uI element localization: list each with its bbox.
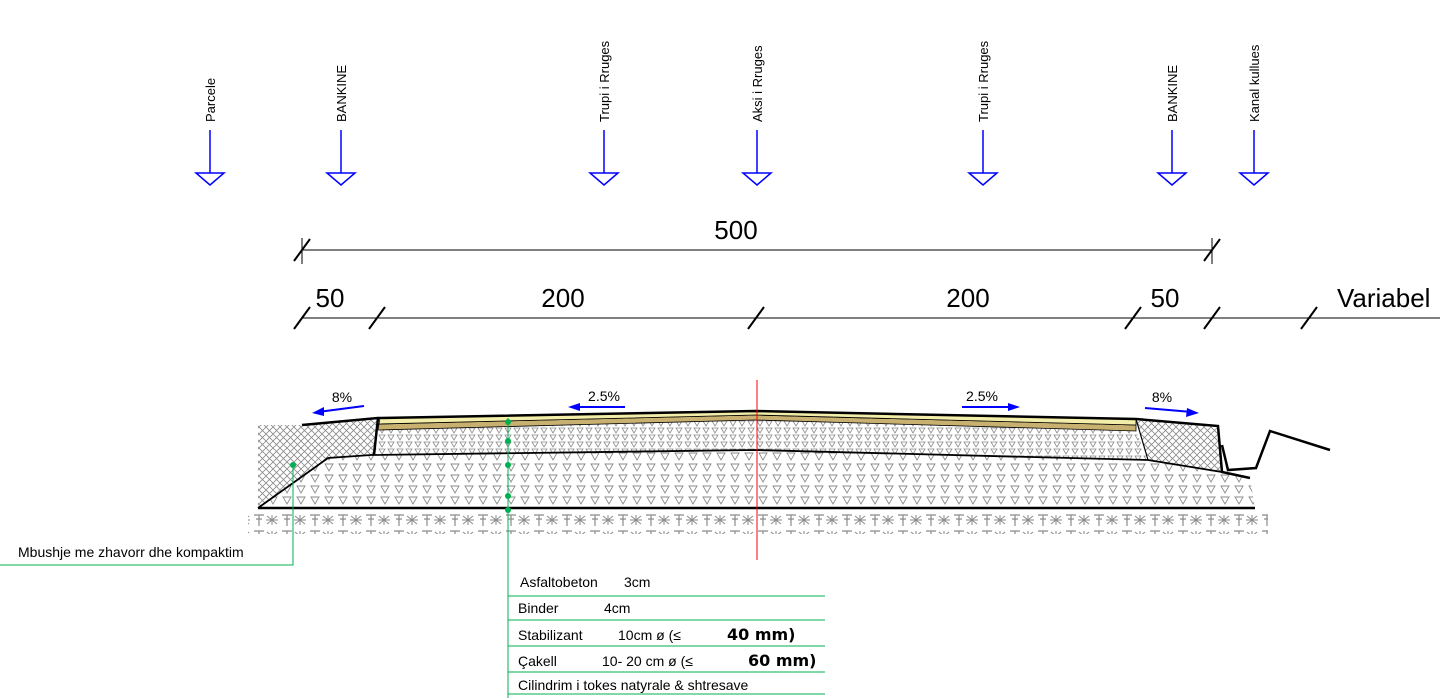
slope-indicators: 8% 2.5% 2.5% 8% (312, 388, 1199, 417)
arrow-right-icon (1186, 408, 1199, 417)
layer-spec: 3cm (624, 574, 650, 590)
natural-soil (248, 514, 1268, 534)
segment-dimension-label: 50 (316, 283, 345, 313)
fill-callout-label: Mbushje me zhavorr dhe kompaktim (18, 544, 244, 560)
segment-dimension-label: 200 (541, 283, 584, 313)
total-dimension: 500 (293, 215, 1221, 264)
triangle-down-icon (740, 172, 774, 186)
slope-indicator-right-lane: 2.5% (962, 388, 1020, 411)
legend-row: Çakell 10- 20 cm ø (≤ 60 mm) (518, 651, 817, 670)
station-marker-label: Trupi i Rruges (597, 40, 612, 122)
station-marker: Parcele (193, 78, 227, 186)
station-marker-label: BANKINE (334, 65, 349, 122)
road-section (248, 380, 1331, 560)
slope-indicator-left-lane: 2.5% (568, 388, 625, 411)
layer-spec: 4cm (604, 600, 630, 616)
slope-indicator-right-shoulder: 8% (1144, 389, 1199, 417)
marker-group: Parcele BANKINE Trupi i Rruges Aksi i Rruge… (193, 40, 1271, 186)
segment-dimension-label: Variabel (1337, 283, 1430, 313)
segment-dimensions: 50 200 200 50 Variabel (293, 283, 1440, 330)
legend-row: Asfaltobeton 3cm (520, 574, 650, 590)
layer-spec: 10- 20 cm ø (≤ (602, 653, 693, 669)
triangle-down-icon (1237, 172, 1271, 186)
station-marker-label: Trupi i Rruges (976, 40, 991, 122)
layer-spec: 10cm ø (≤ (618, 627, 681, 643)
layer-name: Cilindrim i tokes natyrale & shtresave (518, 677, 749, 693)
station-marker: Trupi i Rruges (966, 40, 1000, 186)
station-marker: BANKINE (324, 65, 358, 186)
arrow-right-icon (1008, 403, 1020, 411)
triangle-down-icon (966, 172, 1000, 186)
stabilizer-layer (371, 420, 1148, 460)
total-dimension-label: 500 (714, 215, 757, 245)
layer-name: Çakell (518, 653, 557, 669)
arrow-left-icon (568, 403, 580, 411)
triangle-down-icon (193, 172, 227, 186)
layer-legend: Asfaltobeton 3cm Binder 4cm Stabilizant … (508, 574, 825, 695)
segment-dimension-label: 200 (946, 283, 989, 313)
slope-label: 8% (1152, 389, 1172, 405)
drainage-channel (1220, 429, 1331, 472)
slope-label: 2.5% (966, 388, 998, 404)
station-marker-label: Parcele (203, 78, 218, 122)
right-shoulder-fill (1136, 419, 1222, 472)
segment-dimension-label: 50 (1151, 283, 1180, 313)
slope-label: 8% (332, 389, 352, 405)
legend-row: Cilindrim i tokes natyrale & shtresave (518, 677, 749, 693)
station-marker: Kanal kullues (1237, 44, 1271, 186)
station-marker: BANKINE (1155, 65, 1189, 186)
layer-name: Asfaltobeton (520, 574, 598, 590)
triangle-down-icon (324, 172, 358, 186)
station-marker: Trupi i Rruges (587, 40, 621, 186)
arrow-left-icon (312, 407, 324, 416)
triangle-down-icon (1155, 172, 1189, 186)
slope-label: 2.5% (588, 388, 620, 404)
legend-row: Stabilizant 10cm ø (≤ 40 mm) (518, 625, 796, 644)
legend-row: Binder 4cm (518, 600, 630, 616)
station-marker: Aksi i Rruges (740, 45, 774, 186)
station-marker-label: BANKINE (1165, 65, 1180, 122)
leader-lines: Mbushje me zhavorr dhe kompaktim (0, 418, 511, 698)
slope-indicator-left-shoulder: 8% (312, 389, 365, 416)
layer-name: Stabilizant (518, 627, 583, 643)
layer-extra: 40 mm) (727, 625, 796, 644)
station-marker-label: Aksi i Rruges (750, 45, 765, 122)
layer-name: Binder (518, 600, 559, 616)
triangle-down-icon (587, 172, 621, 186)
station-marker-label: Kanal kullues (1247, 44, 1262, 122)
layer-extra: 60 mm) (748, 651, 817, 670)
